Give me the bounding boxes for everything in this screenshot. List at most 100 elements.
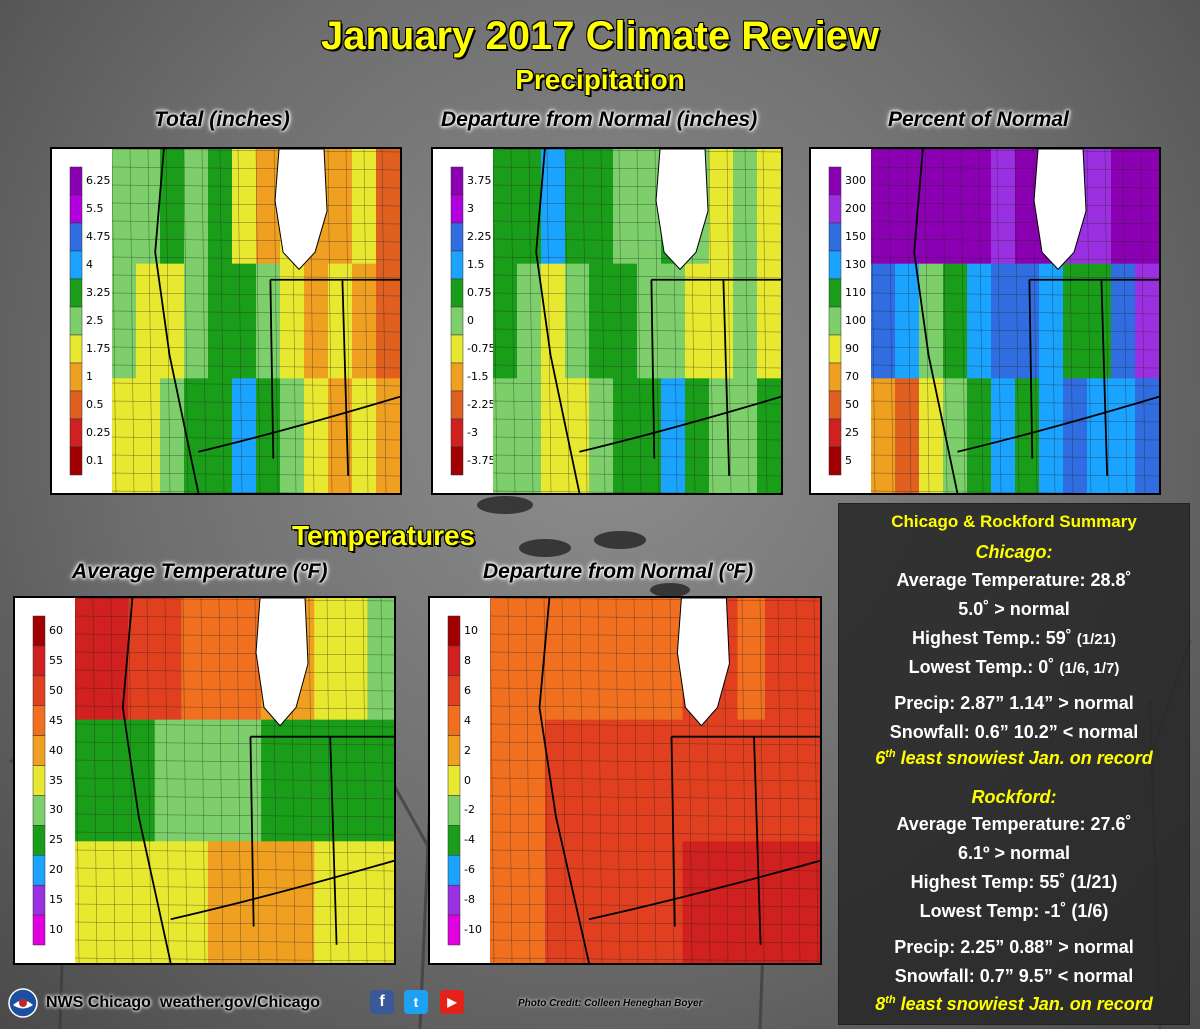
map-region — [490, 598, 519, 721]
state-borders — [154, 149, 400, 493]
legend-swatch — [450, 194, 464, 224]
map-region — [101, 841, 130, 963]
legend-swatch — [450, 334, 464, 364]
footer-url[interactable]: weather.gov/Chicago — [160, 994, 321, 1011]
legend-label: 150 — [845, 230, 866, 243]
legend-swatch — [447, 675, 461, 706]
legend-swatch — [450, 390, 464, 420]
legend-swatch — [32, 884, 46, 916]
legend-swatch — [69, 194, 83, 224]
legend-label: 5 — [845, 454, 852, 467]
map-region — [967, 263, 992, 380]
map-region — [991, 378, 1016, 493]
legend-swatch — [447, 735, 461, 766]
legend-label: -0.75 — [467, 342, 496, 355]
map-region — [661, 263, 686, 380]
legend-swatch — [828, 418, 842, 448]
legend-swatch — [450, 250, 464, 280]
legend-label: 45 — [49, 713, 63, 727]
map-avg-temperature: 60 55 50 45 40 35 30 25 20 15 10 — [13, 596, 396, 965]
youtube-icon[interactable]: ▶ — [440, 990, 464, 1014]
legend-label: 25 — [845, 426, 859, 439]
map-region — [160, 378, 185, 493]
map-region — [517, 841, 546, 963]
chicago-avg-departure: 5.0˚ > normal — [958, 599, 1070, 619]
legend-swatch — [32, 615, 46, 647]
legend-swatch — [447, 914, 461, 946]
map-title-temp-departure: Departure from Normal (ºF) — [483, 560, 754, 583]
legend-swatch — [828, 166, 842, 196]
legend-swatch — [450, 446, 464, 476]
map-region — [517, 263, 542, 380]
legend-swatch — [450, 306, 464, 336]
legend-swatch — [69, 446, 83, 476]
lake-michigan — [274, 149, 328, 271]
map-region — [232, 378, 257, 493]
page-title: January 2017 Climate Review — [320, 14, 880, 58]
map-region — [682, 719, 711, 843]
map-percent-normal: 300 200 150 130 110 100 90 70 50 25 5 — [809, 147, 1161, 495]
legend-colorbar: 300 200 150 130 110 100 90 70 50 25 5 — [811, 149, 871, 493]
map-region — [737, 841, 766, 963]
map-region — [545, 841, 574, 963]
map-title-precip-departure: Departure from Normal (inches) — [441, 108, 758, 131]
legend-label: 55 — [49, 653, 63, 667]
legend-swatch — [447, 615, 461, 647]
legend-label: 50 — [845, 398, 859, 411]
map-region — [184, 263, 209, 380]
legend-swatch — [447, 705, 461, 736]
map-region — [733, 378, 758, 493]
map-region — [710, 719, 739, 843]
map-temperature-departure: 10 8 6 4 2 0 -2 -4 -6 -8 -10 — [428, 596, 822, 965]
map-region — [541, 263, 566, 380]
legend-swatch — [69, 418, 83, 448]
map-region — [919, 263, 944, 380]
map-fill — [493, 149, 781, 493]
map-region — [304, 378, 329, 493]
legend-swatch — [69, 306, 83, 336]
map-region — [991, 263, 1016, 380]
legend-swatch — [32, 825, 46, 856]
lake-michigan — [1033, 149, 1087, 271]
legend-swatch — [69, 390, 83, 420]
legend-swatch — [828, 306, 842, 336]
legend-label: -10 — [464, 923, 482, 937]
map-region — [207, 719, 236, 843]
legend-swatch — [69, 166, 83, 196]
map-region — [1135, 263, 1159, 380]
map-region — [661, 378, 686, 493]
twitter-icon[interactable]: t — [404, 990, 428, 1014]
state-borders — [913, 149, 1159, 493]
legend-label: 130 — [845, 258, 866, 271]
map-region — [136, 263, 161, 380]
map-region — [352, 378, 377, 493]
legend-label: 90 — [845, 342, 859, 355]
chicago-precip: Precip: 2.87” 1.14” > normal — [894, 693, 1134, 713]
map-region — [871, 263, 896, 380]
map-region — [1087, 149, 1112, 265]
map-region — [517, 598, 546, 721]
legend-label: 1 — [86, 370, 93, 383]
legend-label: 5.5 — [86, 202, 104, 215]
map-region — [895, 263, 920, 380]
legend-swatch — [450, 166, 464, 196]
legend-swatch — [450, 278, 464, 308]
map-region — [207, 598, 236, 721]
map-region — [280, 263, 305, 380]
map-region — [765, 841, 794, 963]
map-region — [328, 149, 353, 265]
map-region — [160, 263, 185, 380]
legend-swatch — [69, 222, 83, 252]
map-region — [541, 149, 566, 265]
legend-swatch — [828, 222, 842, 252]
legend-label: 0 — [467, 314, 474, 327]
map-region — [304, 263, 329, 380]
map-region — [589, 263, 614, 380]
map-region — [613, 263, 638, 380]
legend-swatch — [69, 250, 83, 280]
map-region — [154, 598, 183, 721]
legend-label: 0.75 — [467, 286, 492, 299]
map-region — [613, 149, 638, 265]
facebook-icon[interactable]: f — [370, 990, 394, 1014]
map-region — [627, 598, 656, 721]
